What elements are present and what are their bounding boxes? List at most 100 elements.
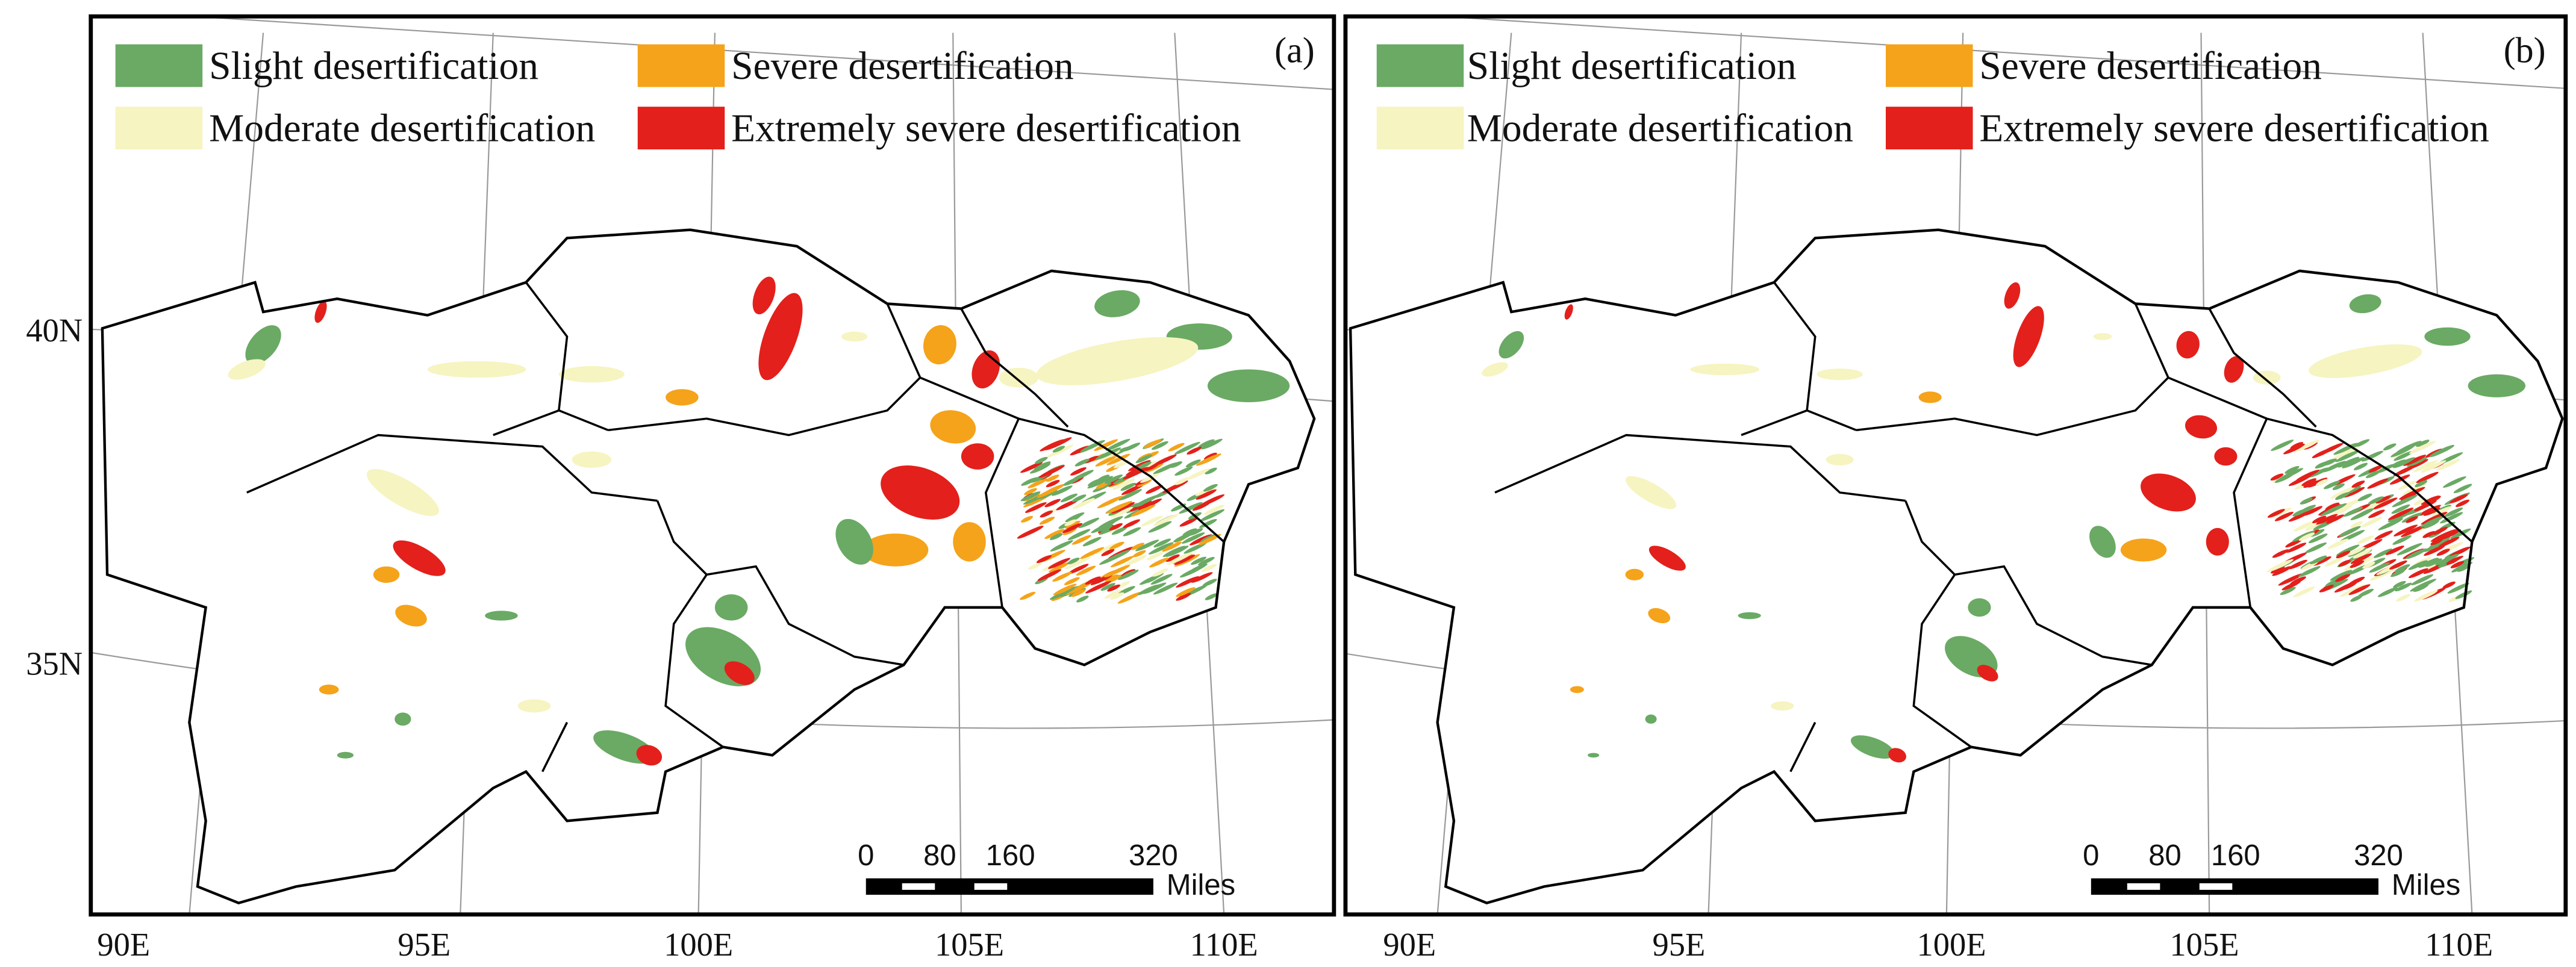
desert-speckle [2393, 457, 2415, 468]
desert-speckle [2332, 483, 2345, 490]
desert-speckle [2413, 583, 2429, 592]
desert-speckle [2290, 576, 2306, 585]
desert-speckle [1076, 595, 1089, 603]
desert-speckle [1064, 519, 1077, 526]
desert-speckle [2418, 558, 2439, 568]
desert-speckle [1152, 568, 1168, 577]
longitude-label: 110E [1190, 926, 1258, 963]
map-content [90, 16, 1334, 915]
desert-speckle [2415, 480, 2428, 487]
desert-speckle [2305, 523, 2319, 531]
desert-speckle [2390, 445, 2415, 458]
desert-speckle [2342, 457, 2365, 468]
desert-speckle [1185, 459, 1201, 468]
longitude-label: 90E [1383, 926, 1436, 963]
desert-speckle [2368, 465, 2383, 473]
scale-tick-label: 0 [2083, 839, 2099, 872]
desert-speckle [2358, 588, 2374, 597]
desert-patch [1094, 290, 1140, 317]
desert-speckle [1146, 552, 1164, 561]
desert-speckle [2357, 493, 2372, 502]
region-fill [102, 229, 1315, 903]
province-boundary [1789, 721, 1817, 773]
legend-swatch [1376, 107, 1464, 150]
desert-speckle [2403, 455, 2427, 466]
desert-speckle [2298, 532, 2315, 541]
desert-patch [1977, 665, 1998, 682]
desert-speckle [2303, 506, 2323, 516]
desert-speckle [1153, 462, 1177, 474]
desert-speckle [1024, 488, 1037, 496]
desert-speckle [1131, 543, 1144, 550]
desert-speckle [1168, 443, 1185, 452]
desert-speckle [1117, 570, 1139, 580]
desert-speckle [1074, 458, 1090, 467]
desert-speckle [2335, 492, 2350, 500]
desert-speckle [1120, 482, 1137, 491]
desert-speckle [1202, 564, 1217, 572]
desert-speckle [1110, 556, 1134, 568]
desert-speckle [1153, 582, 1178, 595]
desert-speckle [1082, 536, 1102, 547]
desert-speckle [1076, 565, 1096, 576]
desert-speckle [2315, 461, 2328, 469]
desert-speckle [1187, 468, 1210, 480]
desert-speckle [1109, 523, 1123, 530]
desert-speckle [1132, 550, 1146, 558]
desert-patch [666, 389, 699, 406]
desert-speckle [2301, 478, 2317, 487]
scale-bar-gap [2199, 883, 2233, 890]
desert-patch [1968, 598, 1991, 617]
desert-speckle [2330, 505, 2353, 517]
desert-patch [2013, 306, 2044, 367]
desert-speckle [1052, 571, 1072, 582]
desert-speckle [1020, 591, 1036, 600]
desert-speckle [2369, 562, 2390, 573]
desert-speckle [1118, 489, 1142, 501]
desert-patch [923, 325, 956, 365]
map-body [1345, 16, 2566, 915]
desert-speckle [2319, 585, 2334, 592]
desert-speckle [1117, 591, 1143, 604]
desert-patch [1626, 476, 1677, 509]
legend-swatch [1886, 107, 1973, 150]
desert-patch [2093, 333, 2112, 340]
desert-patch [1570, 686, 1584, 693]
desert-patch [1826, 453, 1854, 466]
desert-speckle [1196, 453, 1221, 466]
desert-speckle [1205, 467, 1217, 474]
desert-speckle [1133, 494, 1159, 508]
desert-patch [881, 465, 960, 520]
desert-speckle [2365, 470, 2381, 479]
province-boundary [664, 574, 724, 748]
desert-patch [485, 611, 518, 621]
scale-bar-gap [902, 883, 935, 890]
desert-speckle [2353, 549, 2371, 559]
desert-speckle [2293, 586, 2315, 597]
longitude-label: 110E [2425, 926, 2493, 963]
desert-patch [1036, 337, 1199, 385]
desert-speckle [2420, 515, 2445, 528]
desert-speckle [1065, 520, 1081, 529]
desert-speckle [1174, 466, 1193, 476]
desert-patch [373, 566, 400, 583]
desert-speckle [2394, 564, 2410, 573]
desert-speckle [1044, 529, 1065, 539]
longitude-label: 95E [398, 926, 451, 963]
scale-tick-label: 0 [858, 839, 874, 872]
desert-speckle [1067, 529, 1091, 541]
desert-speckle [2447, 582, 2469, 594]
desert-patch [2309, 344, 2422, 378]
province-boundary [1904, 500, 2153, 667]
map-panel: (a) Slight desertification Moderate desert… [26, 14, 1336, 963]
desert-speckle [1060, 493, 1078, 503]
desert-speckle [2393, 465, 2416, 476]
desert-speckle [2411, 574, 2434, 585]
scale-tick-label: 160 [986, 839, 1035, 872]
scale-bar-gap [2127, 883, 2160, 890]
region-outline [1349, 228, 2564, 904]
desert-speckle [2309, 467, 2329, 477]
legend-swatch [115, 44, 203, 87]
desert-speckle [1049, 533, 1063, 540]
